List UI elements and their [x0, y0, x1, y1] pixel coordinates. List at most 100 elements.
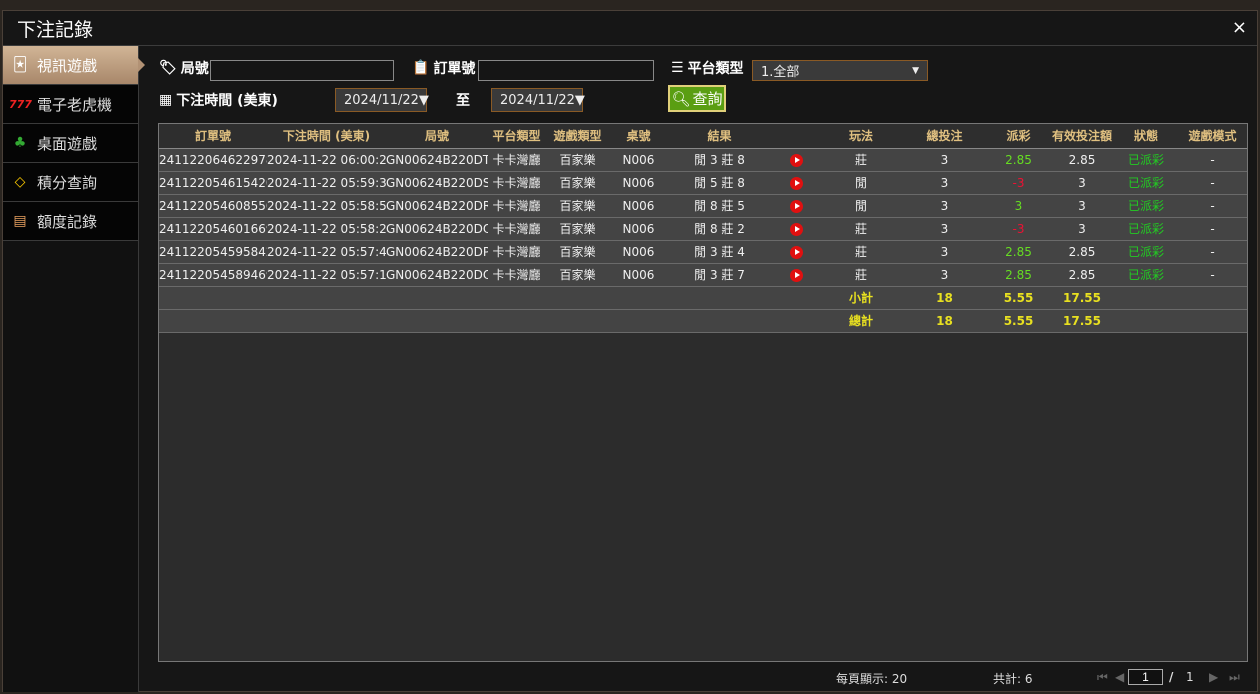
round-input[interactable] — [210, 60, 394, 81]
column-header: 總投注 — [902, 124, 987, 149]
date-to-select[interactable]: 2024/11/22▼ — [491, 88, 585, 112]
table-cell: N006 — [610, 263, 667, 287]
platform-label: ☰ 平台類型 — [671, 60, 744, 77]
total-count-text: 共計: 6 — [993, 672, 1033, 686]
table-cell: 百家樂 — [545, 217, 610, 241]
play-video-icon[interactable] — [789, 222, 803, 236]
sidebar-item-label: 電子老虎機 — [37, 95, 113, 114]
table-cell — [610, 286, 667, 310]
sidebar-item-label: 額度記錄 — [37, 212, 98, 231]
table-cell: 閒 8 莊 5 — [667, 194, 772, 218]
table-cell — [488, 309, 545, 333]
table-cell — [610, 309, 667, 333]
table-cell: 2024-11-22 05:58:58 — [267, 194, 386, 218]
sidebar-item[interactable]: ▤ 額度記錄 — [3, 202, 138, 241]
platform-select[interactable]: 1.全部 ▼ — [752, 60, 928, 81]
subtotal-label: 小計 — [820, 286, 902, 310]
query-button[interactable]: 🔍︎ 查詢 — [668, 85, 726, 112]
table-cell: GN00624B220DP — [386, 240, 488, 264]
table-cell — [772, 286, 820, 310]
table-cell: 3 — [902, 263, 987, 287]
order-input[interactable] — [478, 60, 654, 81]
first-page-icon[interactable]: ⏮ — [1097, 670, 1108, 684]
table-cell: 2024-11-22 05:59:38 — [267, 171, 386, 195]
column-header: 遊戲類型 — [545, 124, 610, 149]
page-input[interactable] — [1128, 669, 1163, 685]
table-cell: 閒 3 莊 7 — [667, 263, 772, 287]
table-cell: 已派彩 — [1114, 171, 1178, 195]
sidebar-icon: 🃏 — [12, 57, 28, 73]
table-cell: 241122054615420 — [159, 171, 267, 195]
table-cell: 已派彩 — [1114, 217, 1178, 241]
table-cell: 卡卡灣廳 — [488, 194, 545, 218]
column-header: 派彩 — [987, 124, 1050, 149]
table-cell: 2.85 — [987, 148, 1050, 172]
table-cell: 閒 5 莊 8 — [667, 171, 772, 195]
subtotal-row: 小計 18 5.55 17.55 — [159, 286, 1247, 310]
bet-table-container: 訂單號 下注時間 (美東) 局號 平台類型 遊戲類型 桌號 結果 玩法 總投注 派彩 有效投注額 狀態… — [158, 123, 1248, 662]
play-video-icon[interactable] — [789, 153, 803, 167]
table-cell: -3 — [987, 171, 1050, 195]
table-cell: -3 — [987, 217, 1050, 241]
table-cell: - — [1178, 194, 1247, 218]
bet-record-window: 下注記錄 × 🃏 視訊遊戲 777 電子老虎機 ♣ 桌面遊戲 ◇ 積分查詢 ▤ 額度記錄 🏷 局號 … — [2, 10, 1258, 692]
table-cell: GN00624B220DT — [386, 148, 488, 172]
table-cell: 3 — [902, 217, 987, 241]
table-cell: N006 — [610, 171, 667, 195]
table-cell — [545, 309, 610, 333]
table-cell: 百家樂 — [545, 240, 610, 264]
table-cell: - — [1178, 217, 1247, 241]
table-cell: 2024-11-22 06:00:23 — [267, 148, 386, 172]
sidebar-item[interactable]: 🃏 視訊遊戲 — [3, 46, 145, 85]
play-video-icon[interactable] — [789, 176, 803, 190]
replay-cell — [772, 194, 820, 218]
table-cell: N006 — [610, 240, 667, 264]
table-cell: 241122054601669 — [159, 217, 267, 241]
sidebar: 🃏 視訊遊戲 777 電子老虎機 ♣ 桌面遊戲 ◇ 積分查詢 ▤ 額度記錄 — [3, 46, 145, 692]
table-cell: 3 — [902, 240, 987, 264]
column-header: 桌號 — [610, 124, 667, 149]
prev-page-icon[interactable]: ◀ — [1115, 670, 1125, 684]
column-header: 局號 — [386, 124, 488, 149]
total-valid: 17.55 — [1050, 309, 1114, 333]
title-bar: 下注記錄 — [3, 11, 1257, 46]
replay-cell — [772, 217, 820, 241]
total-payout: 5.55 — [987, 309, 1050, 333]
last-page-icon[interactable]: ⏭ — [1229, 670, 1240, 684]
table-cell — [386, 286, 488, 310]
table-row: 241122054601669 2024-11-22 05:58:21 GN0062… — [159, 217, 1247, 241]
sidebar-item[interactable]: ◇ 積分查詢 — [3, 163, 138, 202]
sidebar-item[interactable]: 777 電子老虎機 — [3, 85, 138, 124]
table-cell — [159, 286, 267, 310]
table-cell: N006 — [610, 148, 667, 172]
column-header: 結果 — [667, 124, 772, 149]
table-row: 241122054589469 2024-11-22 05:57:11 GN0062… — [159, 263, 1247, 287]
table-cell: 2024-11-22 05:57:11 — [267, 263, 386, 287]
table-cell: 已派彩 — [1114, 240, 1178, 264]
total-label: 總計 — [820, 309, 902, 333]
table-cell: 閒 — [820, 171, 902, 195]
play-video-icon[interactable] — [789, 245, 803, 259]
table-cell: 莊 — [820, 148, 902, 172]
close-icon[interactable]: × — [1231, 17, 1247, 38]
play-video-icon[interactable] — [789, 268, 803, 282]
table-cell: 莊 — [820, 240, 902, 264]
table-cell: 3 — [1050, 171, 1114, 195]
play-video-icon[interactable] — [789, 199, 803, 213]
table-cell — [1114, 309, 1178, 333]
table-cell: 卡卡灣廳 — [488, 148, 545, 172]
table-cell: 2.85 — [1050, 263, 1114, 287]
table-cell: 2.85 — [987, 263, 1050, 287]
to-label: 至 — [456, 93, 470, 109]
table-cell: 已派彩 — [1114, 194, 1178, 218]
date-from-select[interactable]: 2024/11/22▼ — [335, 88, 429, 112]
sidebar-item[interactable]: ♣ 桌面遊戲 — [3, 124, 138, 163]
bet-table: 訂單號 下注時間 (美東) 局號 平台類型 遊戲類型 桌號 結果 玩法 總投注 派彩 有效投注額 狀態… — [159, 124, 1247, 333]
next-page-icon[interactable]: ▶ — [1209, 670, 1219, 684]
column-header: 遊戲模式 — [1178, 124, 1247, 149]
search-icon: 🔍︎ — [671, 89, 691, 108]
column-header: 有效投注額 — [1050, 124, 1114, 149]
table-cell: 百家樂 — [545, 148, 610, 172]
calendar-icon: ▦ — [159, 92, 173, 108]
window-title: 下注記錄 — [17, 18, 94, 41]
